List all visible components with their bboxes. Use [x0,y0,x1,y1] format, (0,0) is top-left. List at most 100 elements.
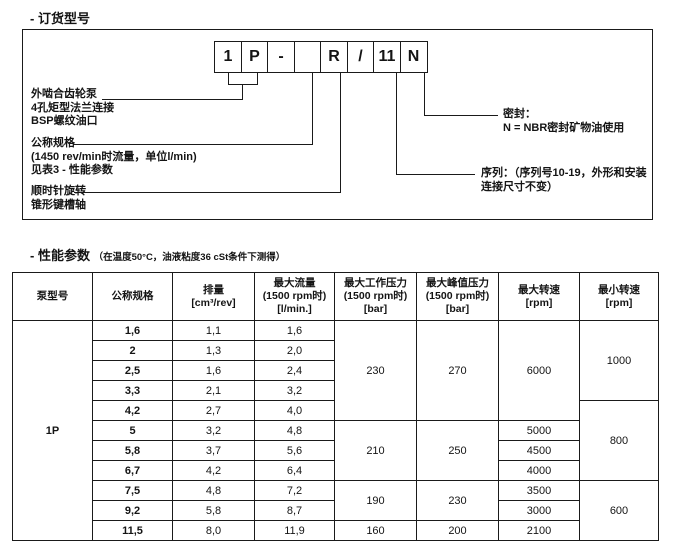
connector-stem-rotation [340,73,341,192]
label-line: BSP螺纹油口 [31,115,98,127]
cell-peak-pressure: 270 [416,320,499,421]
cell-min-speed: 800 [579,400,659,481]
connector-stem-size [312,73,313,144]
code-cell-seal: N [399,41,428,73]
cell-displacement: 5,8 [172,500,255,521]
cell-peak-pressure: 230 [416,480,499,521]
cell-flow: 2,0 [254,340,335,361]
cell-size: 3,3 [92,380,173,401]
cell-max-speed: 5000 [498,420,580,441]
header-max-peak-pressure: 最大峰值压力 (1500 rpm时) [bar] [416,272,499,321]
cell-peak-pressure: 200 [416,520,499,541]
label-nominal-size: 公称规格 (1450 rev/min时流量，单位l/min) 见表3 - 性能参… [31,137,197,178]
cell-displacement: 8,0 [172,520,255,541]
label-rotation: 顺时针旋转 锥形键槽轴 [31,185,86,212]
cell-flow: 5,6 [254,440,335,461]
cell-size: 7,5 [92,480,173,501]
cell-displacement: 1,6 [172,360,255,381]
performance-section-title: - 性能参数 （在温度50°C，油液粘度36 cSt条件下测得） [30,245,285,264]
cell-flow: 4,0 [254,400,335,421]
label-line: 见表3 - 性能参数 [31,164,113,176]
label-line: 4孔矩型法兰连接 [31,101,115,114]
label-line: (1450 rev/min时流量，单位l/min) [31,150,197,163]
cell-flow: 1,6 [254,320,335,341]
cell-size: 6,7 [92,460,173,481]
table-row: 7,5 4,8 7,2 190 230 3500 600 [13,480,659,541]
cell-peak-pressure: 250 [416,420,499,481]
connector-stem-seal [424,73,425,115]
table-row: 2 1,3 2,0 [13,340,659,361]
cell-working-pressure: 190 [334,480,417,521]
code-cell-size [293,41,322,73]
cell-flow: 6,4 [254,460,335,481]
cell-size: 9,2 [92,500,173,521]
table-row: 1P 1,6 1,1 1,6 230 270 6000 1000 [12,320,659,541]
cell-size: 5,8 [92,440,173,461]
connector-stem-1p [242,84,243,99]
label-line: 外啮合齿轮泵 [31,88,97,100]
table-row: 4,2 2,7 4,0 800 [13,400,659,481]
connector-line-size [73,144,313,145]
performance-table: 泵型号 公称规格 排量 [cm³/rev] 最大流量 (1500 rpm时) [l/m… [12,272,659,541]
code-cell-slash: / [346,41,375,73]
label-line: 连接尺寸不变） [481,180,558,193]
code-cell-r: R [320,41,348,73]
cell-displacement: 2,7 [172,400,255,421]
cell-flow: 8,7 [254,500,335,521]
model-code-boxes: 1 P - R / 11 N [214,41,428,73]
cell-working-pressure: 160 [334,520,417,541]
cell-displacement: 2,1 [172,380,255,401]
label-series: 序列：（序列号10-19，外形和安装 连接尺寸不变） [481,167,647,194]
code-cell-1: 1 [214,41,242,73]
header-max-speed: 最大转速 [rpm] [498,272,580,321]
connector-bracket-1p [228,73,258,85]
table-row: 11,5 8,0 11,9 160 200 2100 [13,520,659,541]
code-cell-p: P [240,41,269,73]
label-line: 顺时针旋转 [31,185,86,197]
cell-size: 4,2 [92,400,173,421]
table-row: 9,2 5,8 8,7 3000 [13,500,659,521]
ordering-section-title: - 订货型号 [30,11,90,26]
cell-size: 11,5 [92,520,173,541]
cell-size: 1,6 [92,320,173,341]
performance-title-text: - 性能参数 [30,248,90,263]
cell-working-pressure: 210 [334,420,417,481]
cell-max-speed: 3000 [498,500,580,521]
header-max-working-pressure: 最大工作压力 (1500 rpm时) [bar] [334,272,417,321]
code-cell-dash: - [267,41,295,73]
code-cell-series: 11 [373,41,401,73]
connector-stem-series [396,73,397,174]
cell-size: 2 [92,340,173,361]
table-row: 5,8 3,7 5,6 4500 [13,440,659,461]
label-line: 锥形键槽轴 [31,198,86,211]
cell-displacement: 3,7 [172,440,255,461]
label-pump-type: 外啮合齿轮泵 4孔矩型法兰连接 BSP螺纹油口 [31,88,114,129]
cell-max-speed: 2100 [498,520,580,541]
header-pump-model: 泵型号 [12,272,93,321]
connector-line-series [396,174,475,175]
cell-flow: 7,2 [254,480,335,501]
cell-pump-model: 1P [12,320,93,541]
header-min-speed: 最小转速 [rpm] [579,272,659,321]
cell-max-speed: 4500 [498,440,580,461]
header-nominal-size: 公称规格 [92,272,173,321]
performance-note: （在温度50°C，油液粘度36 cSt条件下测得） [93,252,286,263]
table-row: 5 3,2 4,8 210 250 5000 [13,420,659,481]
cell-size: 2,5 [92,360,173,381]
cell-displacement: 3,2 [172,420,255,441]
connector-line-rotation [74,192,341,193]
cell-max-speed: 3500 [498,480,580,501]
connector-line-seal [424,115,498,116]
cell-displacement: 4,2 [172,460,255,481]
header-displacement: 排量 [cm³/rev] [172,272,255,321]
cell-flow: 3,2 [254,380,335,401]
cell-displacement: 4,8 [172,480,255,501]
label-line: N = NBR密封矿物油使用 [503,121,625,134]
cell-max-speed: 6000 [498,320,580,421]
cell-max-speed: 4000 [498,460,580,481]
table-row: 6,7 4,2 6,4 4000 [13,460,659,481]
cell-displacement: 1,1 [172,320,255,341]
header-max-flow: 最大流量 (1500 rpm时) [l/min.] [254,272,335,321]
cell-min-speed: 1000 [579,320,659,401]
